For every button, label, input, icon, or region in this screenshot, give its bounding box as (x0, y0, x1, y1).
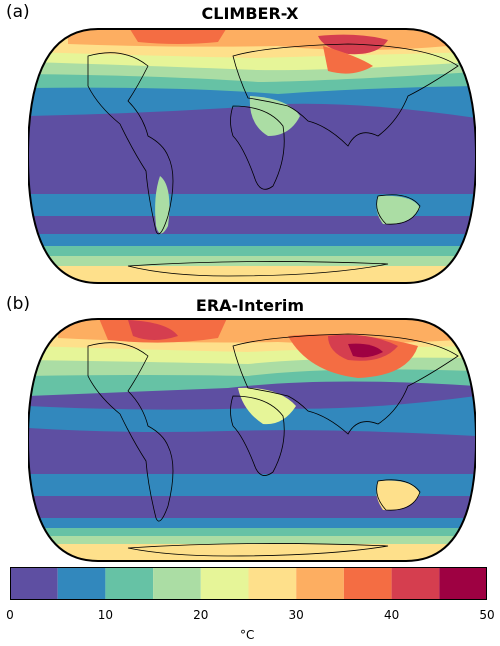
colorbar-bin (105, 567, 154, 600)
colorbar-bin (343, 567, 392, 600)
colorbar-bin (153, 567, 201, 600)
panel-era-interim: (b) ERA-Interim (0, 292, 500, 562)
colorbar-bin (10, 567, 58, 600)
colorbar-tick-label: 10 (97, 608, 114, 622)
colorbar-tick-label: 0 (6, 608, 14, 622)
colorbar-frame (10, 567, 487, 600)
colorbar-bin (439, 567, 487, 600)
colorbar-bin (57, 567, 106, 600)
panel-climber-x: (a) CLIMBER-X (0, 0, 500, 290)
panel-title: ERA-Interim (195, 296, 305, 315)
map-era-interim (28, 318, 476, 562)
colorbar-unit: °C (240, 628, 255, 642)
colorbar (10, 567, 487, 600)
colorbar-bin (248, 567, 297, 600)
colorbar-bin (391, 567, 440, 600)
panel-label: (b) (6, 294, 31, 314)
panel-label: (a) (6, 2, 30, 22)
panel-title: CLIMBER-X (201, 4, 299, 23)
colorbar-bin (200, 567, 249, 600)
colorbar-tick-label: 30 (288, 608, 304, 622)
colorbar-tick-label: 40 (383, 608, 400, 622)
colorbar-tick-label: 50 (479, 608, 495, 622)
colorbar-tick-label: 20 (193, 608, 209, 622)
map-climber-x (28, 28, 476, 284)
colorbar-bin (296, 567, 344, 600)
